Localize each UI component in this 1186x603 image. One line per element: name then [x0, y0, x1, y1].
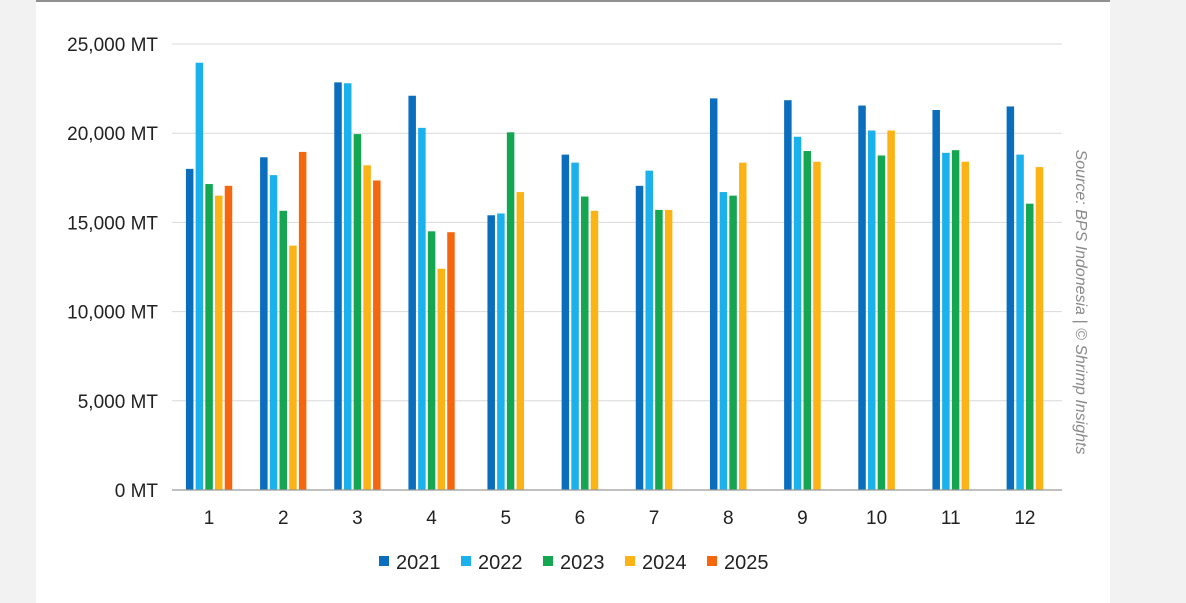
y-tick-label: 25,000 MT — [67, 35, 158, 56]
legend-label: 2022 — [478, 552, 523, 574]
bar-2024-month-10 — [887, 130, 895, 490]
bar-2025-month-1 — [224, 185, 233, 490]
source-annotation: Source: BPS Indonesia | © Shrimp Insight… — [1072, 150, 1089, 455]
x-tick-label: 6 — [575, 508, 586, 529]
x-tick-label: 4 — [426, 508, 437, 529]
bar-2023-month-4 — [427, 231, 436, 490]
y-tick-label: 10,000 MT — [67, 303, 158, 324]
legend-label: 2025 — [724, 552, 769, 574]
bar-2024-month-7 — [664, 209, 673, 490]
bar-2022-month-1 — [195, 62, 204, 490]
bar-chart: 0 MT 5,000 MT 10,000 MT 15,000 MT 20,000 MT 2… — [36, 0, 1110, 574]
bar-2023-month-10 — [877, 155, 886, 490]
legend-swatch-2025 — [707, 556, 717, 566]
bar-2024-month-4 — [437, 268, 446, 490]
x-tick-label: 3 — [352, 508, 363, 529]
bar-2022-month-3 — [343, 83, 352, 490]
x-tick-label: 7 — [649, 508, 660, 529]
x-axis-ticks: 1 2 3 4 5 6 7 8 9 10 11 12 — [204, 508, 1036, 529]
bar-2022-month-2 — [269, 175, 278, 490]
bar-2025-month-3 — [373, 180, 381, 491]
bar-2022-month-5 — [497, 213, 505, 491]
bar-2023-month-3 — [353, 134, 362, 490]
bar-2024-month-8 — [739, 162, 747, 490]
y-axis-ticks: 0 MT 5,000 MT 10,000 MT 15,000 MT 20,000 MT 2… — [67, 35, 158, 502]
bar-2022-month-6 — [571, 162, 579, 490]
x-tick-label: 2 — [278, 508, 289, 529]
bar-2024-month-11 — [961, 161, 970, 491]
bar-2021-month-5 — [487, 215, 495, 490]
y-tick-label: 20,000 MT — [67, 124, 158, 145]
bar-2023-month-6 — [581, 196, 589, 490]
bar-2021-month-8 — [709, 98, 718, 490]
x-tick-label: 11 — [941, 508, 961, 529]
bar-2022-month-10 — [867, 130, 876, 490]
bar-2023-month-5 — [506, 132, 515, 490]
legend-label: 2023 — [560, 552, 605, 574]
bar-2023-month-1 — [205, 184, 213, 491]
bar-2023-month-8 — [729, 195, 737, 490]
bar-2023-month-2 — [279, 210, 287, 491]
legend-swatch-2024 — [625, 556, 635, 566]
bar-2023-month-9 — [803, 151, 812, 491]
grid-lines — [172, 43, 1062, 402]
bar-2024-month-3 — [363, 165, 371, 490]
bar-2021-month-1 — [185, 168, 194, 490]
bar-2021-month-6 — [561, 154, 570, 491]
bar-2022-month-4 — [418, 127, 426, 490]
bar-2021-month-4 — [408, 95, 416, 491]
bar-2024-month-9 — [813, 161, 821, 491]
bar-2024-month-2 — [289, 245, 297, 490]
bars — [185, 62, 1044, 491]
legend-label: 2024 — [642, 552, 687, 574]
y-tick-label: 0 MT — [115, 481, 159, 502]
x-tick-label: 5 — [500, 508, 511, 529]
bar-2021-month-12 — [1006, 106, 1015, 490]
bar-2022-month-12 — [1016, 154, 1024, 491]
bar-2025-month-2 — [298, 151, 307, 490]
bar-2024-month-12 — [1035, 167, 1044, 490]
legend: 2021 2022 2023 2024 2025 — [379, 552, 769, 574]
bar-2024-month-5 — [516, 192, 525, 490]
bar-2024-month-6 — [590, 210, 599, 491]
legend-label: 2021 — [396, 552, 441, 574]
bar-2023-month-12 — [1026, 203, 1034, 491]
chart-card: 0 MT 5,000 MT 10,000 MT 15,000 MT 20,000 MT 2… — [36, 0, 1110, 603]
bar-2024-month-1 — [215, 195, 223, 490]
bar-2022-month-7 — [645, 170, 653, 490]
bar-2022-month-11 — [942, 152, 950, 490]
bar-2021-month-3 — [334, 82, 342, 491]
y-tick-label: 15,000 MT — [67, 213, 158, 234]
legend-swatch-2021 — [379, 556, 389, 566]
bar-2021-month-7 — [635, 185, 644, 490]
x-tick-label: 1 — [204, 508, 215, 529]
bar-2023-month-7 — [655, 209, 663, 490]
bar-2022-month-9 — [793, 136, 802, 490]
bar-2021-month-2 — [260, 157, 268, 490]
x-tick-label: 12 — [1014, 508, 1035, 529]
bar-2025-month-4 — [447, 232, 455, 490]
bar-2021-month-11 — [932, 110, 940, 490]
legend-swatch-2022 — [461, 556, 471, 566]
bar-2021-month-10 — [858, 105, 866, 491]
x-tick-label: 8 — [723, 508, 734, 529]
bar-2023-month-11 — [951, 150, 960, 490]
x-tick-label: 10 — [866, 508, 887, 529]
bar-2022-month-8 — [719, 192, 728, 490]
bar-2021-month-9 — [784, 100, 792, 490]
legend-swatch-2023 — [543, 556, 553, 566]
y-tick-label: 5,000 MT — [78, 392, 159, 413]
x-tick-label: 9 — [797, 508, 808, 529]
